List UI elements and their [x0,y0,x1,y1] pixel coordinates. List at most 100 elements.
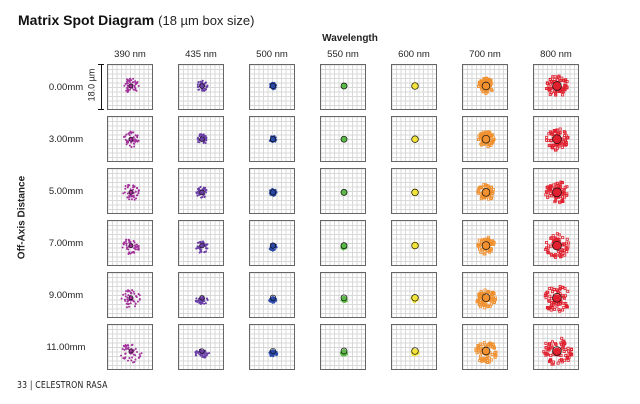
ray-point [133,244,136,247]
title-main: Matrix Spot Diagram [18,12,155,28]
ray-point [478,342,482,346]
ray-point [549,236,553,240]
ray-point [126,296,129,299]
spot-diagram-cell [320,64,366,110]
ray-point [549,244,553,248]
spot-diagram-cell [320,116,366,162]
ray-point [135,89,138,92]
spot-diagram-cell [533,168,579,214]
spot-core [552,241,562,250]
ray-point [548,294,552,298]
ray-point [487,304,491,308]
ray-point [485,184,489,188]
ray-point [557,200,561,204]
ray-point [479,250,483,254]
ray-point [205,139,208,142]
ray-point [125,244,128,247]
ray-point [488,304,492,308]
off-axis-axis-label: Off-Axis Distance [16,175,28,260]
spot-diagram-cell [249,324,295,370]
ray-point [138,298,141,301]
ray-point [476,344,480,348]
ray-point [486,249,490,253]
spot-diagram-cell [533,324,579,370]
title-subtitle: (18 µm box size) [158,13,255,28]
ray-point [548,286,552,290]
ray-point [134,305,137,308]
ray-point [548,358,552,362]
airy-disk-circle [552,240,562,251]
ray-point [122,243,125,246]
ray-point [128,144,131,147]
airy-disk-circle [481,241,491,250]
ray-point [128,134,131,137]
ray-point [478,185,482,189]
ray-point [133,185,136,188]
airy-disk-circle [199,295,205,301]
ray-point [565,250,569,254]
airy-disk-circle [199,242,205,249]
ray-point [125,290,128,293]
airy-disk-circle [199,136,205,142]
ray-point [124,352,127,355]
ray-point [553,143,557,147]
ray-point [547,132,551,136]
ray-point [203,354,206,357]
ray-point [138,294,141,297]
ray-point [133,292,136,295]
spot-diagram-cell [249,116,295,162]
ray-point [196,83,199,86]
ray-point [544,193,548,197]
ray-point [204,88,207,91]
ray-point [126,192,129,195]
ray-point [560,346,564,350]
spot-diagram-cell [533,64,579,110]
spot-core [482,135,490,144]
airy-disk-circle [128,136,134,142]
ray-point [203,136,206,139]
ray-point [204,302,207,305]
ray-point [558,131,562,135]
airy-disk-circle [340,82,348,90]
ray-point [130,344,133,347]
ray-point [489,343,493,347]
ray-point [195,297,198,300]
ray-point [196,137,199,140]
ray-point [566,346,570,350]
ray-point [563,253,567,257]
ray-point [478,245,482,249]
spot-diagram-cell [107,116,153,162]
wavelength-header: 500 nm [256,49,288,60]
ray-point [478,305,482,309]
ray-point [483,250,487,254]
ray-point [477,293,481,297]
ray-point [206,243,209,246]
ray-point [477,350,481,354]
spot-diagram-cell [533,272,579,318]
ray-point [557,233,561,237]
spot-diagram-cell [320,324,366,370]
wavelength-axis-label: Wavelength [322,33,378,44]
ray-point [200,135,203,138]
ray-point [128,305,131,308]
ray-point [198,141,201,144]
ray-point [549,80,553,84]
ray-point [205,86,208,89]
ray-point [134,347,137,350]
ray-point [488,79,492,83]
spot-core [341,136,347,143]
spot-diagram-cell [533,116,579,162]
ray-point [135,243,138,246]
spot-core [411,189,419,196]
ray-point [562,301,566,305]
ray-point [124,292,127,295]
ray-point [131,356,134,359]
ray-point [126,87,129,90]
ray-point [201,356,204,359]
ray-point [547,87,551,91]
ray-point [271,248,274,251]
ray-point [557,144,561,148]
spot-diagram-cell [320,272,366,318]
ray-point [561,293,565,297]
ray-point [124,356,127,359]
